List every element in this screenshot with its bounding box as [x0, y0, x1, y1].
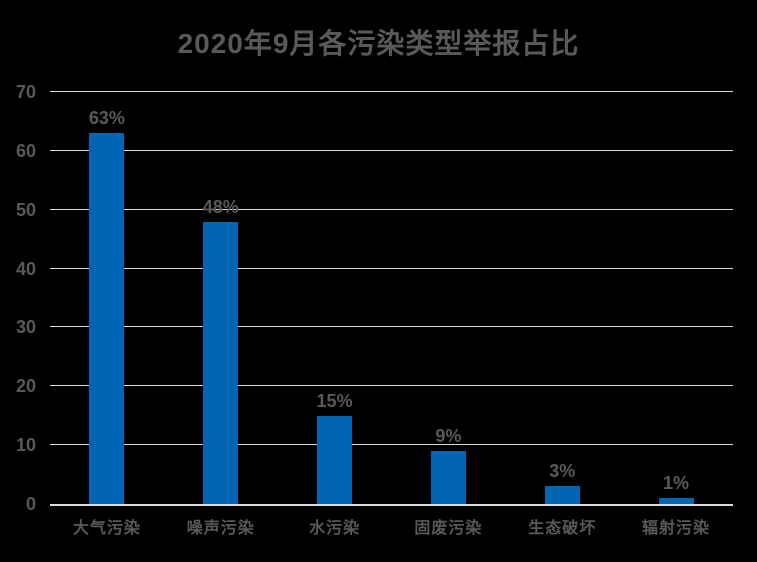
x-category-label: 噪声污染: [186, 520, 255, 537]
bar-value-label: 15%: [316, 390, 353, 411]
y-tick-label: 70: [15, 82, 36, 102]
y-tick-label: 0: [25, 494, 36, 514]
bar-column: 1%: [619, 92, 733, 504]
gridline: [50, 267, 733, 269]
y-tick-label: 40: [15, 258, 36, 279]
chart-title: 2020年9月各污染类型举报占比: [177, 28, 580, 59]
gridline: [50, 208, 733, 210]
gridline: [50, 444, 733, 446]
x-category-label: 水污染: [309, 520, 361, 537]
plot-area: 63% 48% 15% 9% 3% 1%: [50, 91, 733, 506]
bar-value-label: 3%: [549, 461, 576, 482]
bar: [430, 451, 466, 504]
bar-column: 63%: [50, 92, 164, 504]
bar: [203, 221, 239, 504]
bar-value-label: 48%: [202, 196, 239, 217]
gridline: [50, 149, 733, 151]
bar-value-label: 1%: [663, 473, 690, 494]
bar-column: 48%: [164, 92, 278, 504]
x-axis: 大气污染 噪声污染 水污染 固废污染 生态破坏 辐射污染: [50, 514, 733, 538]
bar: [317, 415, 353, 504]
y-tick-label: 60: [15, 140, 36, 161]
y-tick-label: 10: [15, 435, 36, 456]
bar: [544, 486, 580, 504]
x-category-label: 大气污染: [72, 520, 141, 537]
bar-column: 9%: [391, 92, 505, 504]
bar-series: 63% 48% 15% 9% 3% 1%: [50, 92, 733, 504]
y-tick-label: 50: [15, 199, 36, 220]
x-category-label: 固废污染: [414, 520, 483, 537]
y-axis: 0 10 20 30 40 50 60 70: [0, 83, 36, 513]
bar-value-label: 63%: [88, 108, 125, 129]
bar-value-label: 9%: [435, 426, 462, 447]
bar-column: 3%: [505, 92, 619, 504]
gridline: [50, 91, 733, 92]
bar-column: 15%: [278, 92, 392, 504]
x-category-label: 辐射污染: [642, 520, 711, 537]
bar: [658, 498, 694, 504]
y-tick-label: 20: [15, 376, 36, 397]
gridline: [50, 326, 733, 328]
bar: [89, 133, 125, 504]
x-category-label: 生态破坏: [528, 520, 597, 537]
gridline: [50, 385, 733, 387]
y-tick-label: 30: [15, 317, 36, 338]
